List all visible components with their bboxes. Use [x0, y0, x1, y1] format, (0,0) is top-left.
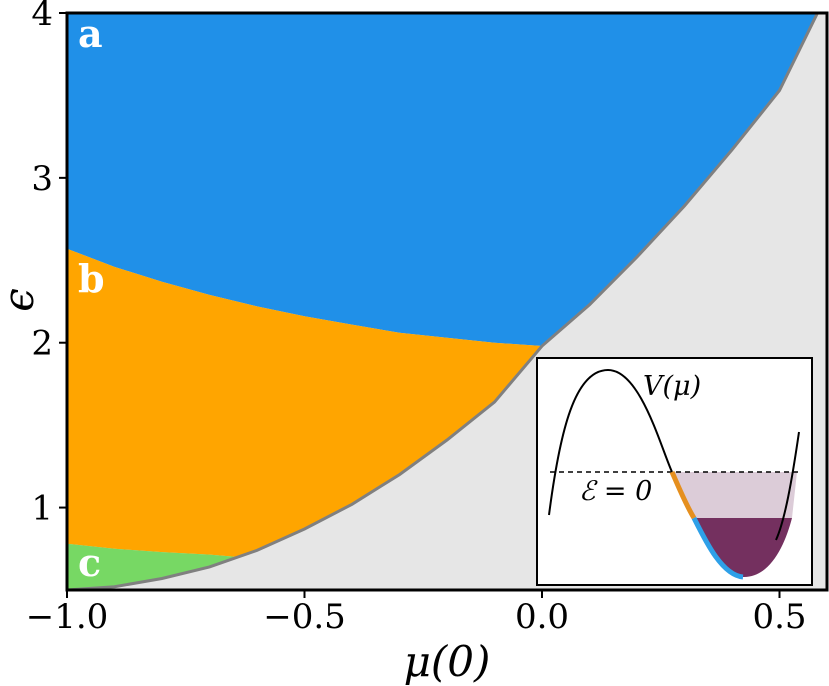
- boundary-curve: [67, 13, 819, 590]
- plot-regions: [67, 13, 827, 590]
- y-tick-label: 1: [31, 489, 53, 529]
- region-b-label: b: [78, 256, 105, 301]
- y-axis-label: ϵ: [0, 288, 43, 312]
- inset-light-fill: [672, 472, 797, 518]
- region-a-label: a: [78, 11, 103, 56]
- x-tick-label: 0.5: [752, 597, 806, 637]
- y-tick-label: 2: [31, 324, 53, 364]
- inset-potential-right-branch: [775, 431, 800, 541]
- y-tick-label: 3: [31, 159, 53, 199]
- inset-potential: V(μ) ℰ = 0: [536, 357, 813, 586]
- inset-level-label: ℰ = 0: [579, 476, 652, 507]
- y-tick-label: 4: [31, 0, 53, 34]
- x-tick-label: −0.5: [263, 597, 346, 637]
- inset-potential-curve: [548, 368, 673, 516]
- region-c-area: [67, 543, 238, 590]
- x-tick-label: −1.0: [26, 597, 109, 637]
- inset-curve-label: V(μ): [643, 371, 701, 402]
- inset-orange-segment: [669, 470, 697, 520]
- region-c-label: c: [78, 540, 101, 585]
- inset-blue-segment: [691, 516, 744, 580]
- x-tick-label: 0.0: [515, 597, 569, 637]
- x-axis-label: μ(0): [404, 637, 491, 686]
- axis-ticks: −1.0 −0.5 0.0 0.5 1 2 3 4: [26, 0, 807, 637]
- region-b-area: [67, 248, 542, 557]
- plot-frame: [65, 11, 829, 592]
